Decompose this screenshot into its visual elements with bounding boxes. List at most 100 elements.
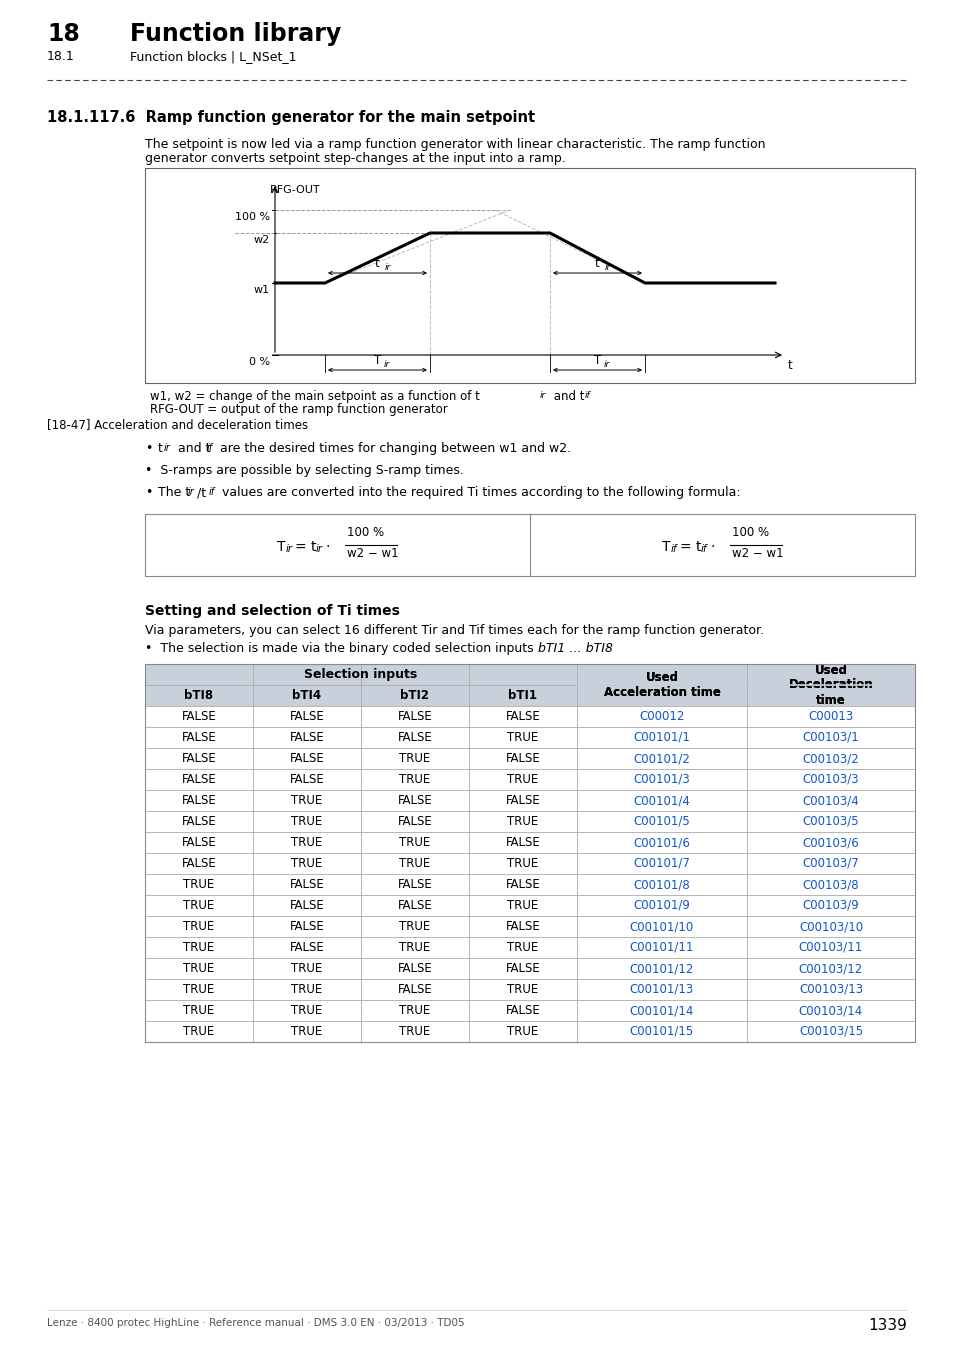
Text: t: t xyxy=(595,256,599,270)
Text: 18.1.117.6  Ramp function generator for the main setpoint: 18.1.117.6 Ramp function generator for t… xyxy=(47,109,535,126)
Text: Function blocks | L_NSet_1: Function blocks | L_NSet_1 xyxy=(130,50,296,63)
Text: FALSE: FALSE xyxy=(290,878,324,891)
Text: TRUE: TRUE xyxy=(507,730,538,744)
Text: C00101/10: C00101/10 xyxy=(629,919,694,933)
Text: = t: = t xyxy=(295,540,316,553)
Text: TRUE: TRUE xyxy=(507,899,538,913)
Text: w2 − w1: w2 − w1 xyxy=(732,547,783,560)
Text: t: t xyxy=(375,256,379,270)
Bar xyxy=(145,979,914,1000)
Bar xyxy=(145,937,914,958)
Text: FALSE: FALSE xyxy=(397,730,432,744)
Text: C00103/2: C00103/2 xyxy=(801,752,859,765)
Text: TRUE: TRUE xyxy=(507,815,538,828)
Text: C00103/1: C00103/1 xyxy=(801,730,859,744)
Text: C00101/2: C00101/2 xyxy=(633,752,690,765)
Text: TRUE: TRUE xyxy=(399,774,430,786)
Text: FALSE: FALSE xyxy=(397,710,432,724)
Text: bTI1: bTI1 xyxy=(508,688,537,702)
Text: TRUE: TRUE xyxy=(291,1025,322,1038)
Text: RFG-OUT: RFG-OUT xyxy=(270,185,320,194)
Text: C00101/8: C00101/8 xyxy=(633,878,690,891)
Bar xyxy=(145,167,914,383)
Text: generator converts setpoint step-changes at the input into a ramp.: generator converts setpoint step-changes… xyxy=(145,153,565,165)
Text: ir: ir xyxy=(603,360,609,369)
Text: C00103/14: C00103/14 xyxy=(798,1004,862,1017)
Text: TRUE: TRUE xyxy=(399,919,430,933)
Text: w1, w2 = change of the main setpoint as a function of t: w1, w2 = change of the main setpoint as … xyxy=(150,390,479,404)
Text: C00103/5: C00103/5 xyxy=(801,815,859,828)
Text: TRUE: TRUE xyxy=(507,1025,538,1038)
Bar xyxy=(145,769,914,790)
Text: T: T xyxy=(594,354,600,367)
Text: 100 %: 100 % xyxy=(234,212,270,221)
Text: C00013: C00013 xyxy=(807,710,853,724)
Text: bTI8: bTI8 xyxy=(184,688,213,702)
Text: FALSE: FALSE xyxy=(505,794,539,807)
Text: ·: · xyxy=(325,540,330,553)
Text: FALSE: FALSE xyxy=(181,774,216,786)
Text: Via parameters, you can select 16 different Tir and Tif times each for the ramp : Via parameters, you can select 16 differ… xyxy=(145,624,763,637)
Text: FALSE: FALSE xyxy=(505,963,539,975)
Text: Used
Deceleration
time: Used Deceleration time xyxy=(788,663,872,706)
Text: ir: ir xyxy=(315,544,322,554)
Text: Function library: Function library xyxy=(130,22,341,46)
Text: C00103/10: C00103/10 xyxy=(798,919,862,933)
Text: The t: The t xyxy=(158,486,190,500)
Text: C00103/15: C00103/15 xyxy=(798,1025,862,1038)
Text: TRUE: TRUE xyxy=(399,1025,430,1038)
Text: w2 − w1: w2 − w1 xyxy=(347,547,398,560)
Text: C00101/13: C00101/13 xyxy=(629,983,694,996)
Text: •: • xyxy=(145,441,152,455)
Text: C00103/4: C00103/4 xyxy=(801,794,859,807)
Text: TRUE: TRUE xyxy=(507,774,538,786)
Text: TRUE: TRUE xyxy=(291,963,322,975)
Text: Lenze · 8400 protec HighLine · Reference manual · DMS 3.0 EN · 03/2013 · TD05: Lenze · 8400 protec HighLine · Reference… xyxy=(47,1318,464,1328)
Text: and t: and t xyxy=(550,390,584,404)
Text: FALSE: FALSE xyxy=(290,710,324,724)
Text: FALSE: FALSE xyxy=(181,794,216,807)
Text: C00101/7: C00101/7 xyxy=(633,857,690,869)
Text: FALSE: FALSE xyxy=(397,983,432,996)
Text: TRUE: TRUE xyxy=(183,878,214,891)
Text: ir: ir xyxy=(604,263,610,271)
Text: TRUE: TRUE xyxy=(291,1004,322,1017)
Text: if: if xyxy=(670,544,677,554)
Text: if: if xyxy=(207,443,213,454)
Text: FALSE: FALSE xyxy=(397,963,432,975)
Text: FALSE: FALSE xyxy=(290,774,324,786)
Text: C00101/3: C00101/3 xyxy=(633,774,690,786)
Bar xyxy=(145,664,914,1042)
Text: •: • xyxy=(145,486,152,500)
Text: C00103/11: C00103/11 xyxy=(798,941,862,954)
Text: TRUE: TRUE xyxy=(507,941,538,954)
Text: values are converted into the required Ti times according to the following formu: values are converted into the required T… xyxy=(218,486,740,500)
Text: TRUE: TRUE xyxy=(399,752,430,765)
Bar xyxy=(145,958,914,979)
Text: FALSE: FALSE xyxy=(181,752,216,765)
Bar xyxy=(145,706,914,728)
Text: C00103/13: C00103/13 xyxy=(798,983,862,996)
Text: FALSE: FALSE xyxy=(290,730,324,744)
Bar xyxy=(145,873,914,895)
Text: C00101/11: C00101/11 xyxy=(629,941,694,954)
Text: t: t xyxy=(787,359,792,373)
Text: FALSE: FALSE xyxy=(505,710,539,724)
Text: 18: 18 xyxy=(47,22,80,46)
Text: FALSE: FALSE xyxy=(290,941,324,954)
Text: C00103/12: C00103/12 xyxy=(798,963,862,975)
Bar xyxy=(145,1000,914,1021)
Bar xyxy=(577,684,914,706)
Text: C00101/6: C00101/6 xyxy=(633,836,690,849)
Text: TRUE: TRUE xyxy=(291,857,322,869)
Text: bTI4: bTI4 xyxy=(293,688,321,702)
Text: TRUE: TRUE xyxy=(183,941,214,954)
Text: T: T xyxy=(374,354,381,367)
Text: The setpoint is now led via a ramp function generator with linear characteristic: The setpoint is now led via a ramp funct… xyxy=(145,138,764,151)
Text: TRUE: TRUE xyxy=(399,941,430,954)
Text: TRUE: TRUE xyxy=(507,857,538,869)
Text: 1339: 1339 xyxy=(867,1318,906,1332)
Text: [18-47] Acceleration and deceleration times: [18-47] Acceleration and deceleration ti… xyxy=(47,418,308,431)
Bar xyxy=(145,728,914,748)
Text: w1: w1 xyxy=(253,285,270,296)
